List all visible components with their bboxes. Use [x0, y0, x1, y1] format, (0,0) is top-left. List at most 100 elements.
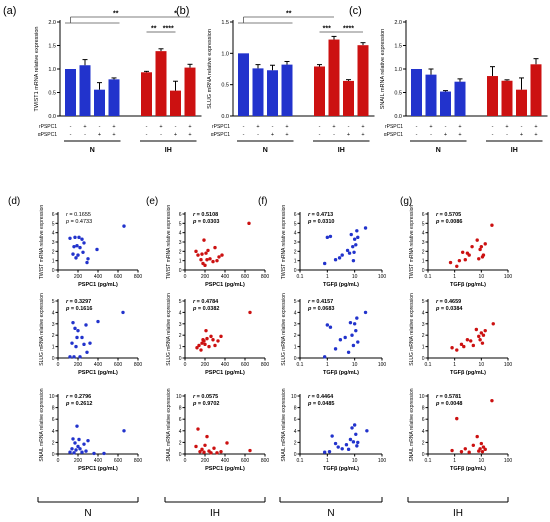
sign: - — [348, 124, 350, 130]
significance-bracket: **** — [334, 26, 363, 33]
data-point — [340, 253, 344, 257]
data-point — [356, 235, 360, 240]
data-point — [352, 237, 357, 241]
y-axis-label: SLUG mRNA relative expression — [39, 293, 45, 366]
sign: - — [333, 132, 335, 138]
bar-panel-b: (b) 0.0 0.5 1.0 1.5 SLUG mRNA relative expres… — [176, 5, 375, 154]
row-label-r: rPSPC1 — [39, 124, 57, 130]
data-point — [483, 242, 487, 246]
stat-r-value: = 0.4464 — [310, 394, 334, 400]
significance-bracket: ** — [238, 11, 334, 24]
data-point — [346, 350, 351, 354]
x-tick-label: 0.1 — [425, 362, 432, 368]
stat-p: p = 0.2612 — [65, 401, 92, 407]
data-point — [330, 434, 334, 438]
y-axis-label: SLUG mRNA relative expression — [166, 293, 172, 366]
y-tick-label: 0.0 — [394, 114, 402, 120]
data-point — [478, 338, 482, 342]
data-point — [351, 258, 356, 263]
group-label: IH — [453, 508, 463, 519]
data-point — [465, 338, 470, 342]
data-point — [207, 344, 211, 349]
data-point — [76, 328, 80, 333]
stat-p: p = 0.4733 — [65, 219, 92, 225]
y-tick-label: 6 — [294, 212, 297, 218]
x-tick-label: 800 — [261, 274, 270, 280]
scatter-panel-d-twist: 0 1 2 3 4 5 6 0 200 400 600 800 PSPC1 (pg/mL) TWIST m… — [8, 196, 142, 288]
stat-r: r = 0.4784 — [193, 299, 219, 305]
y-tick-label: 2 — [294, 333, 297, 339]
x-tick-label: 400 — [94, 362, 103, 368]
sign: - — [430, 132, 432, 138]
y-tick-label: 1 — [294, 345, 297, 351]
data-point — [471, 443, 476, 447]
data-point — [81, 250, 85, 254]
bar — [343, 80, 354, 116]
sign: - — [146, 132, 148, 138]
data-point — [480, 449, 485, 454]
y-tick-label: 0 — [179, 356, 182, 362]
data-point — [247, 221, 251, 226]
x-axis-label: TGFβ (pg/mL) — [323, 282, 359, 288]
y-tick-label: 10 — [49, 394, 55, 400]
x-tick-label: 400 — [94, 274, 103, 280]
stat-p-symbol: p — [435, 219, 440, 225]
scatter-panel-d-slug: 0 1 2 3 4 5 0 200 400 600 800 PSPC1 (pg/mL) SLUG mRN… — [39, 293, 142, 376]
data-point — [215, 451, 219, 455]
y-tick-label: 10 — [176, 394, 182, 400]
x-tick-label: 800 — [134, 274, 143, 280]
scatter-panel-g-slug: 0 1 2 3 4 5 0.1 1 10 100 TGFβ (pg/mL) SLUG mRNA rel… — [409, 293, 512, 376]
sign: - — [84, 132, 86, 138]
data-point — [76, 444, 80, 449]
stat-r: r = 0.5705 — [436, 212, 461, 218]
data-point — [122, 429, 126, 433]
y-tick-label: 3 — [422, 240, 425, 246]
y-tick-label: 1.0 — [394, 67, 402, 73]
significance-bracket: ** — [146, 26, 161, 33]
data-point — [479, 244, 484, 249]
stat-p-symbol: p — [65, 219, 69, 225]
sign: + — [285, 132, 288, 138]
y-tick-label: 0 — [52, 268, 55, 274]
scatter-panel-f-slug: 0 1 2 3 4 5 0.1 1 10 100 TGFβ (pg/mL) SLUG mRNA rel… — [281, 293, 386, 376]
data-point — [354, 328, 358, 333]
stat-p-symbol: p — [192, 401, 197, 407]
data-point — [84, 449, 88, 453]
sign: - — [319, 124, 321, 130]
sign: + — [159, 124, 162, 130]
y-tick-label: 10 — [419, 394, 425, 400]
data-point — [350, 333, 354, 337]
panel-letter: (f) — [258, 196, 267, 207]
row-label-a: αPSPC1 — [211, 132, 231, 138]
sign: + — [347, 132, 350, 138]
data-point — [248, 448, 252, 453]
bar — [487, 76, 498, 116]
stat-r: r = 0.3297 — [66, 299, 91, 305]
x-tick-label: 1 — [326, 458, 329, 464]
stat-r: r = 0.0575 — [193, 394, 218, 400]
data-point — [75, 335, 79, 340]
data-point — [73, 326, 77, 331]
x-tick-label: 10 — [352, 458, 358, 464]
x-tick-label: 200 — [74, 274, 83, 280]
y-tick-label: 0.5 — [394, 91, 402, 97]
bar — [501, 80, 513, 116]
data-point — [203, 443, 207, 447]
y-tick-label: 4 — [422, 310, 425, 316]
y-axis-label: SLUG mRNA relative expression — [409, 293, 415, 366]
y-tick-label: 1.0 — [221, 51, 229, 57]
data-point — [481, 445, 486, 449]
x-axis-label: PSPC1 (pg/mL) — [78, 282, 118, 288]
data-point — [481, 253, 486, 257]
stat-p-symbol: p — [192, 219, 197, 225]
x-tick-label: 400 — [94, 458, 103, 464]
x-tick-label: 0.1 — [425, 458, 432, 464]
stat-p-value: = 0.0485 — [311, 401, 334, 407]
data-point — [474, 327, 479, 332]
data-point — [328, 234, 333, 239]
y-tick-label: 2 — [422, 440, 425, 446]
panel-letter: (g) — [400, 196, 412, 207]
scatter-panel-d-snail: 0 2 4 6 8 10 0 200 400 600 800 PSPC1 (pg/mL) SNAIL m… — [39, 388, 142, 472]
sign: + — [112, 132, 115, 138]
data-point — [203, 263, 207, 268]
